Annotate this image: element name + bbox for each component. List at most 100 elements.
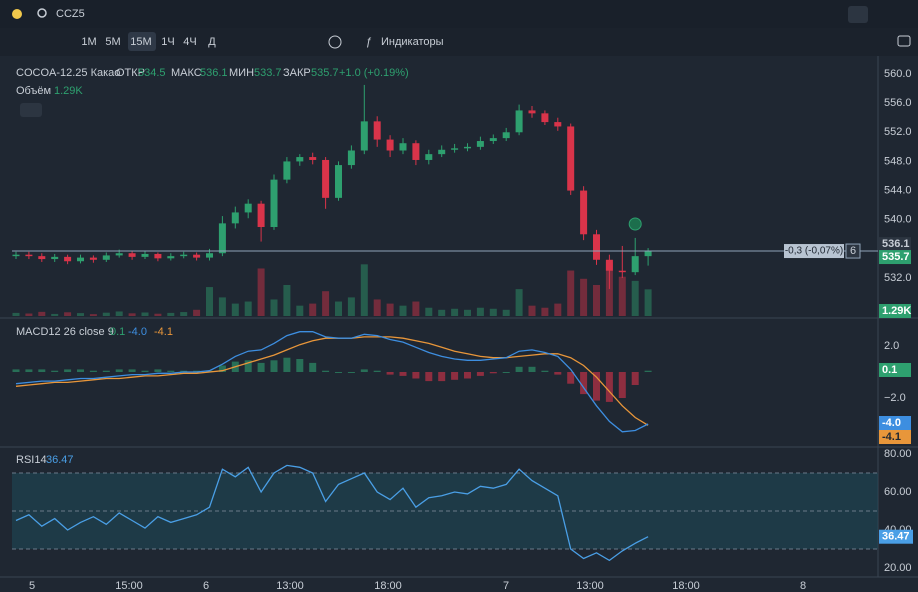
price-tick-label: 552.0 — [884, 126, 912, 138]
volume-bar — [12, 312, 20, 316]
macd-hist-bar — [257, 362, 265, 372]
volume-bar — [631, 280, 639, 316]
volume-bar — [296, 305, 304, 316]
candle-body — [425, 154, 433, 160]
volume-bar — [373, 299, 381, 316]
macd-hist-bar — [283, 357, 291, 372]
macd-tag: -4.0 — [882, 417, 901, 429]
timeframe-button[interactable]: 15М — [130, 36, 151, 48]
volume-bar — [438, 309, 446, 316]
candle-body — [77, 257, 84, 262]
price-line-change: -0,3 (-0,07%) — [785, 246, 843, 257]
volume-bar — [257, 268, 265, 316]
top-bar — [0, 0, 918, 28]
timeframe-button[interactable]: Д — [208, 36, 216, 48]
candle-body — [296, 157, 304, 162]
volume-bar — [322, 291, 330, 316]
time-label: 8 — [800, 580, 806, 592]
candle-body — [335, 165, 342, 198]
macd-hist-bar — [515, 366, 523, 372]
macd-hist-bar — [489, 372, 497, 374]
volume-bar — [360, 264, 368, 316]
volume-value: 1.29K — [54, 85, 83, 97]
candle-body — [618, 270, 626, 273]
macd-hist-bar — [77, 369, 84, 372]
timeframe-button[interactable]: 4Ч — [183, 36, 196, 48]
collapse-legend[interactable] — [20, 103, 42, 117]
time-label: 18:00 — [374, 580, 402, 592]
candle-body — [64, 256, 72, 262]
macd-hist-bar — [128, 369, 136, 372]
macd-hist-bar — [296, 359, 304, 372]
candle-body — [115, 253, 123, 256]
candle-body — [347, 150, 355, 166]
macd-hist-bar — [141, 370, 149, 372]
candle-body — [270, 179, 278, 227]
timeframe-button[interactable]: 5М — [105, 36, 120, 48]
volume-bar — [25, 313, 33, 316]
price-tick-label: 560.0 — [884, 68, 912, 80]
candle-body — [25, 254, 33, 257]
trade-marker[interactable] — [628, 217, 642, 231]
candle-body — [412, 143, 420, 160]
macd-hist-bar — [593, 372, 600, 401]
symbol-search[interactable]: CCZ5 — [56, 8, 85, 20]
candle-body — [309, 157, 317, 160]
volume-bar — [580, 278, 588, 316]
legend-low: 533.7 — [254, 67, 282, 79]
screenshot-button[interactable] — [897, 35, 911, 47]
signal-line — [15, 336, 649, 426]
candle-body — [12, 254, 20, 257]
macd-hist-bar — [347, 372, 355, 373]
time-label: 7 — [503, 580, 509, 592]
volume-bar — [283, 285, 291, 316]
candle-body — [167, 256, 175, 259]
price-tag: 535.7 — [882, 251, 910, 263]
candle-body — [605, 259, 613, 271]
indicators-button[interactable]: Индикаторы — [381, 36, 444, 48]
volume-bar — [347, 297, 355, 316]
macd-hist-bar — [115, 369, 123, 372]
macd-hist-bar — [102, 370, 110, 372]
macd-hist-bar — [618, 372, 626, 398]
volume-bar — [77, 313, 84, 316]
candle-body — [102, 255, 110, 260]
volume-bar — [64, 312, 72, 316]
volume-bar — [489, 308, 497, 316]
add-button[interactable] — [328, 35, 342, 49]
volume-label: Объём — [16, 85, 51, 97]
legend-open: 534.5 — [138, 67, 166, 79]
candle-body — [128, 253, 136, 257]
price-tag-bg — [879, 250, 911, 265]
macd-hist-bar — [12, 369, 20, 372]
volume-bar — [154, 313, 162, 316]
search-icon[interactable] — [37, 8, 47, 18]
volume-bar — [412, 301, 420, 316]
volume-bar — [593, 285, 600, 316]
candle-body — [593, 234, 600, 260]
timeframe-button[interactable]: 1М — [81, 36, 96, 48]
collapse-button[interactable] — [848, 6, 868, 23]
volume-bar — [218, 297, 226, 316]
time-label: 13:00 — [276, 580, 304, 592]
rsi-tick-label: 60.00 — [884, 486, 912, 498]
price-tick-label: 556.0 — [884, 97, 912, 109]
volume-bar — [51, 313, 59, 316]
candle-body — [515, 110, 523, 133]
macd-hist-bar — [335, 372, 342, 373]
macd-hist-bar — [167, 370, 175, 372]
volume-bar — [502, 309, 510, 316]
candle-body — [528, 110, 536, 114]
candle-body — [154, 253, 162, 259]
volume-bar — [167, 312, 175, 316]
volume-bar — [244, 301, 252, 316]
price-tick-label: 532.0 — [884, 272, 912, 284]
legend-close-label: ЗАКР — [283, 67, 311, 79]
time-label: 13:00 — [576, 580, 604, 592]
volume-bar — [335, 301, 342, 316]
rsi-tag: 36.47 — [882, 531, 910, 543]
candle-body — [541, 113, 549, 123]
candle-body — [218, 223, 226, 254]
volume-bar — [89, 314, 97, 316]
timeframe-button[interactable]: 1Ч — [161, 36, 174, 48]
